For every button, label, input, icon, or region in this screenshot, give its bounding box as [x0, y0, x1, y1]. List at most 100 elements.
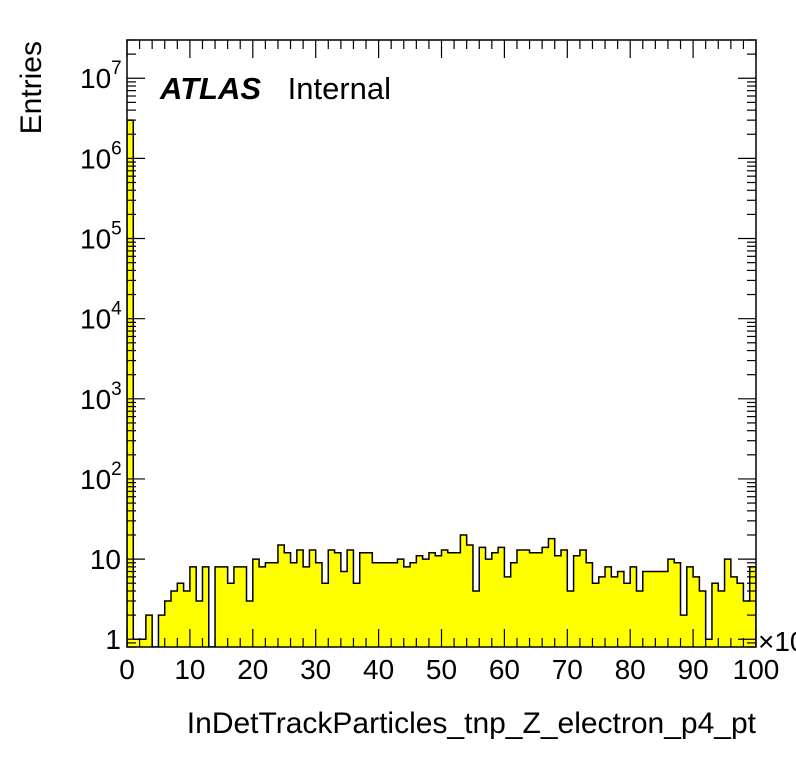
histogram-bar: [699, 590, 707, 647]
histogram-bar: [127, 120, 134, 647]
histogram-bar: [397, 559, 405, 647]
y-axis-label: Entries: [15, 41, 48, 134]
histogram-bar: [542, 547, 550, 647]
histogram-bar: [340, 571, 348, 647]
x-tick-label: 60: [489, 654, 520, 685]
histogram-bar: [737, 583, 745, 647]
histogram-bar: [567, 590, 575, 647]
histogram-bar: [605, 566, 612, 647]
histogram-bar: [378, 562, 386, 647]
histogram-bar: [535, 552, 543, 647]
histogram-bar: [435, 555, 443, 647]
x-tick-label: 90: [678, 654, 709, 685]
histogram-bar: [498, 547, 505, 647]
x-axis-multiplier: ×10: [758, 626, 796, 657]
histogram-bar: [410, 562, 417, 647]
histogram-bar: [554, 555, 562, 647]
histogram-bar: [284, 552, 292, 647]
histogram-bar: [139, 639, 147, 647]
histogram-bar: [586, 562, 594, 647]
histogram-bar: [384, 562, 392, 647]
histogram-bar: [183, 590, 191, 647]
histogram-bar: [630, 566, 638, 647]
histogram-bar: [441, 549, 449, 647]
histogram-bar: [233, 566, 241, 647]
x-tick-label: 30: [300, 654, 331, 685]
histogram-bar: [290, 562, 298, 647]
histogram-bar: [592, 583, 600, 647]
histogram-bar: [265, 562, 273, 647]
histogram-bar: [240, 566, 248, 647]
histogram-bar: [158, 615, 166, 647]
histogram-bar: [479, 547, 487, 647]
histogram-bar: [215, 566, 222, 647]
y-tick-label: 107: [80, 58, 122, 94]
histogram-bar: [145, 615, 153, 647]
y-tick-label: 105: [80, 219, 122, 255]
y-tick-label: 106: [80, 138, 122, 174]
histogram-bar: [617, 571, 625, 647]
histogram-bar: [579, 549, 587, 647]
atlas-label-bold: ATLAS: [159, 71, 261, 106]
atlas-label: ATLAS Internal: [159, 71, 391, 106]
atlas-label-internal: Internal: [288, 71, 391, 106]
histogram-bar: [334, 552, 342, 647]
histogram-bar: [561, 549, 568, 647]
histogram-bar: [686, 566, 694, 647]
histogram-bar: [403, 566, 411, 647]
histogram-bar: [516, 549, 524, 647]
histogram-bar: [485, 559, 493, 647]
histogram-bar: [667, 559, 675, 647]
histogram-bar: [454, 552, 461, 647]
histogram-bar: [466, 544, 474, 647]
histogram-bar: [491, 552, 499, 647]
histogram-bar: [730, 576, 738, 647]
histogram-bar: [636, 590, 644, 647]
histogram-bar: [447, 552, 455, 647]
histogram-bars: [127, 120, 756, 647]
histogram-bar: [328, 549, 336, 647]
histogram-bar: [649, 571, 656, 647]
histogram-bar: [271, 562, 279, 647]
histogram-bar: [661, 571, 669, 647]
histogram-bar: [749, 566, 756, 647]
histogram-bar: [693, 576, 700, 647]
histogram-bar: [321, 583, 329, 647]
histogram-bar: [303, 566, 311, 647]
histogram-bar: [359, 552, 367, 647]
axis-ticks: [126, 39, 757, 648]
histogram-bar: [366, 552, 373, 647]
x-tick-label: 80: [615, 654, 646, 685]
histogram-bar: [353, 583, 361, 647]
x-tick-labels: 0 10 20 30 40 50 60 70 80 90 100: [119, 654, 779, 685]
histogram-bar: [573, 555, 581, 647]
x-tick-label: 10: [174, 654, 205, 685]
x-tick-label: 100: [733, 654, 780, 685]
histogram-bar: [416, 555, 424, 647]
histogram-bar: [315, 562, 323, 647]
y-tick-labels: 1 10 102 103 104 105 106 107: [80, 58, 122, 655]
histogram-bar: [529, 552, 537, 647]
histogram-bar: [391, 562, 399, 647]
histogram-bar: [196, 600, 204, 647]
histogram-bar: [598, 576, 606, 647]
histogram-bar: [221, 566, 229, 647]
histogram-bar: [309, 549, 317, 647]
histogram-bar: [623, 583, 631, 647]
histogram-bar: [171, 590, 178, 647]
histogram-bar: [711, 583, 719, 647]
histogram-bar: [133, 639, 141, 647]
histogram-bar: [548, 538, 556, 647]
y-tick-label: 10: [90, 544, 121, 575]
histogram-bar: [680, 615, 688, 647]
histogram-bar: [164, 600, 172, 647]
histogram-bar: [718, 590, 726, 647]
histogram-bar: [705, 639, 713, 647]
histogram-bar: [523, 549, 531, 647]
y-tick-label: 104: [80, 299, 122, 335]
histogram-bar: [246, 600, 254, 647]
histogram-bar: [504, 576, 512, 647]
histogram-bar: [743, 600, 751, 647]
x-tick-label: 20: [237, 654, 268, 685]
y-tick-label: 103: [80, 379, 122, 415]
